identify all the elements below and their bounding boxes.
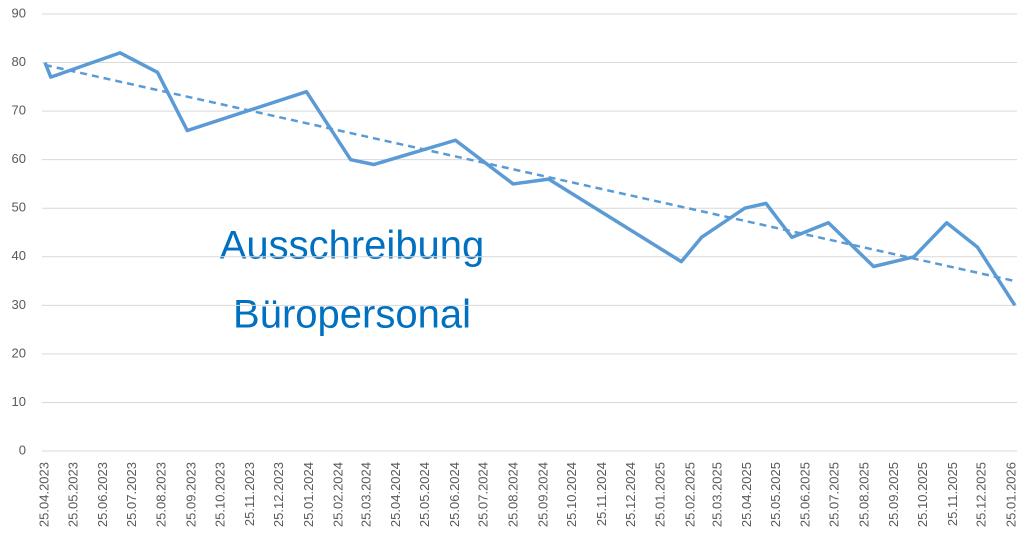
x-tick-label: 25.07.2023	[124, 462, 139, 527]
x-tick-label: 25.08.2024	[506, 462, 521, 527]
x-tick-label: 25.06.2024	[447, 462, 462, 527]
y-tick-label: 70	[12, 103, 26, 118]
y-tick-label: 40	[12, 248, 26, 263]
x-tick-label: 25.12.2023	[271, 462, 286, 527]
x-tick-label: 25.01.2024	[301, 462, 316, 527]
y-tick-label: 0	[19, 442, 26, 457]
y-tick-label: 50	[12, 200, 26, 215]
x-tick-label: 25.09.2025	[886, 462, 901, 527]
x-tick-label: 25.06.2023	[95, 462, 110, 527]
x-tick-label: 25.04.2025	[739, 462, 754, 527]
x-tick-label: 25.05.2023	[65, 462, 80, 527]
x-tick-label: 25.05.2025	[768, 462, 783, 527]
x-tick-label: 25.10.2025	[915, 462, 930, 527]
data-line	[45, 53, 1015, 305]
x-tick-label: 25.10.2024	[564, 462, 579, 527]
x-tick-label: 25.11.2024	[594, 462, 609, 526]
annotation: Büropersonal	[233, 293, 471, 337]
x-tick-label: 25.06.2025	[798, 462, 813, 527]
x-tick-label: 25.01.2025	[653, 462, 668, 527]
y-tick-label: 80	[12, 54, 26, 69]
x-tick-label: 25.04.2023	[36, 462, 51, 527]
annotation: Ausschreibung	[220, 224, 485, 268]
plot: 0 10 20 30 40 50 60 70 80 90 25.04.2023 25.05.2023 2…	[12, 5, 1019, 527]
x-tick-label: 25.09.2023	[184, 462, 199, 527]
y-tick-label: 90	[12, 5, 26, 20]
x-tick-label: 25.02.2024	[331, 462, 346, 527]
x-tick-label: 25.09.2024	[535, 462, 550, 527]
x-tick-label: 25.10.2023	[212, 462, 227, 527]
x-tick-label: 25.11.2023	[242, 462, 257, 526]
x-tick-label: 25.11.2025	[945, 462, 960, 526]
x-tick-label: 25.08.2023	[154, 462, 169, 527]
x-tick-label: 25.04.2024	[388, 462, 403, 527]
y-tick-label: 20	[12, 345, 26, 360]
x-tick-label: 25.12.2025	[974, 462, 989, 527]
trend-line	[45, 65, 1015, 281]
x-tick-label: 25.05.2024	[417, 462, 432, 527]
x-tick-label: 25.07.2025	[827, 462, 842, 527]
y-tick-label: 60	[12, 151, 26, 166]
x-tick-label: 25.01.2026	[1003, 462, 1018, 527]
x-tick-label: 25.03.2025	[709, 462, 724, 527]
x-tick-label: 25.02.2025	[682, 462, 697, 527]
y-tick-label: 10	[12, 394, 26, 409]
x-tick-label: 25.03.2024	[358, 462, 373, 527]
y-tick-label: 30	[12, 297, 26, 312]
x-tick-label: 25.08.2025	[856, 462, 871, 527]
x-tick-label: 25.07.2024	[476, 462, 491, 527]
x-tick-label: 25.12.2024	[623, 462, 638, 527]
